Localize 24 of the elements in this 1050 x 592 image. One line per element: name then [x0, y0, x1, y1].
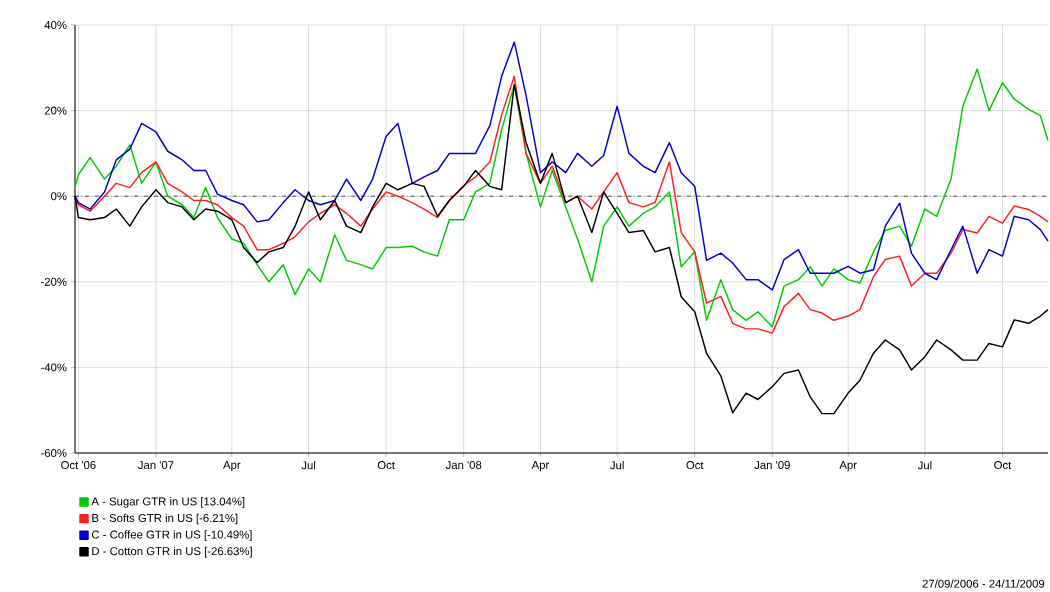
x-tick-label: Jul	[301, 461, 316, 470]
y-tick-label: 40%	[44, 20, 67, 29]
x-tick-label: Jan '07	[138, 461, 174, 470]
y-tick-label: 20%	[44, 106, 67, 115]
legend-label: B - Softs GTR in US [-6.21%]	[92, 513, 238, 525]
legend-label: A - Sugar GTR in US [13.04%]	[91, 497, 245, 508]
x-tick-label: Apr	[839, 461, 857, 472]
y-tick-label: -60%	[41, 448, 67, 457]
x-tick-label: Jan '08	[445, 461, 482, 470]
y-tick-label: -20%	[41, 277, 67, 286]
x-tick-label: Jan '09	[754, 461, 790, 470]
x-tick-label: Oct '06	[61, 461, 96, 470]
legend-label: D - Cotton GTR in US [-26.63%]	[92, 546, 252, 558]
x-tick-label: Oct	[994, 461, 1012, 470]
x-tick-label: Apr	[223, 461, 241, 472]
y-tick-label: 0%	[51, 192, 67, 201]
x-tick-label: Jul	[917, 461, 932, 470]
legend-label: C - Coffee GTR in US [-10.49%]	[92, 530, 252, 541]
x-tick-label: Oct	[686, 461, 704, 470]
x-tick-label: Apr	[531, 461, 550, 472]
y-tick-label: -40%	[41, 363, 67, 372]
text: 27/09/2006 - 24/11/2009	[922, 579, 1045, 588]
x-tick-label: Oct	[377, 461, 395, 470]
x-tick-label: Jul	[610, 461, 624, 470]
